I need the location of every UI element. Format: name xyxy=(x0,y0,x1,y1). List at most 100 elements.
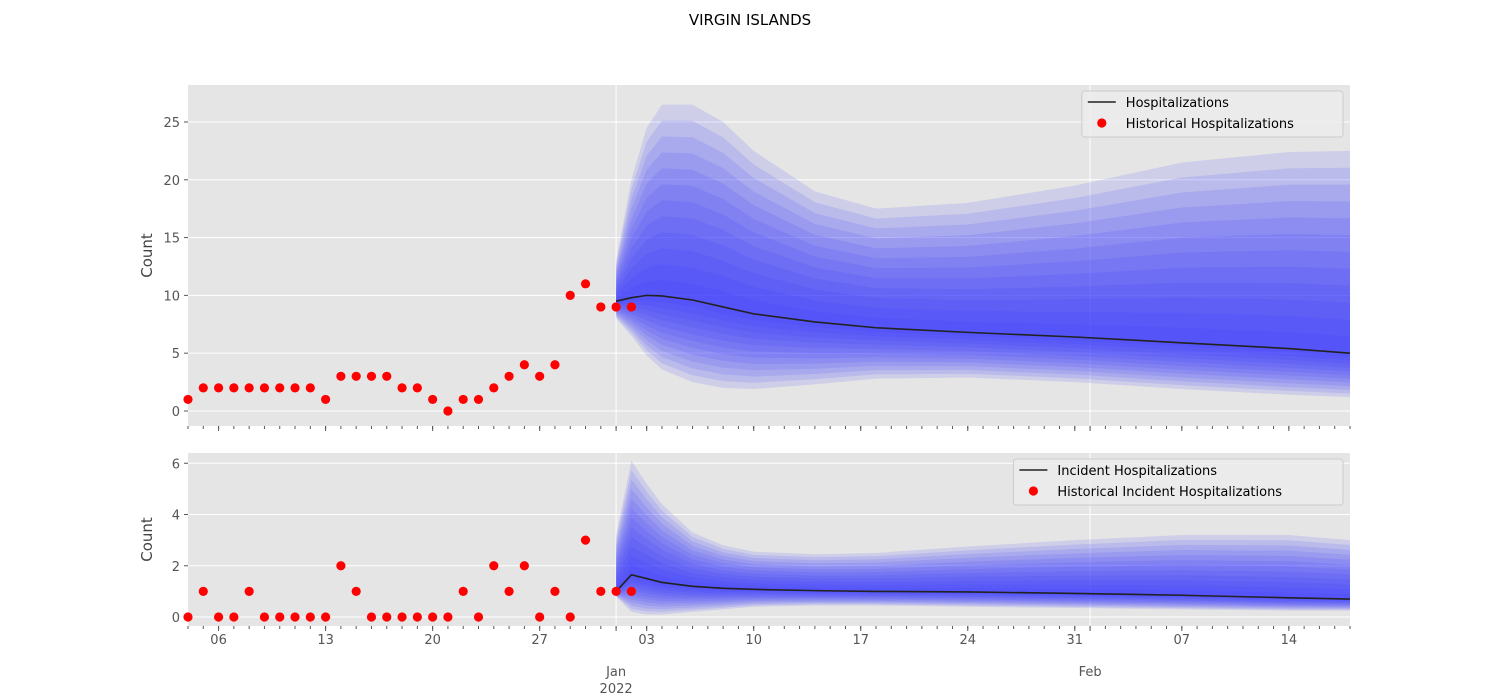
y-tick-label: 0 xyxy=(172,611,180,626)
observed-point xyxy=(473,394,484,405)
x-month-label: Feb xyxy=(1079,665,1102,680)
y-tick-label: 2 xyxy=(172,560,180,575)
forecast-band xyxy=(616,248,1350,365)
x-tick-label: 14 xyxy=(1281,633,1298,648)
figure-title: VIRGIN ISLANDS xyxy=(688,11,812,29)
observed-point xyxy=(443,612,453,622)
forecast-band xyxy=(616,120,1350,394)
y-tick-label: 6 xyxy=(172,457,180,472)
forecast-band xyxy=(616,136,1350,390)
y-tick-label: 20 xyxy=(163,174,180,189)
observed-point xyxy=(336,561,346,571)
forecast-band xyxy=(616,565,1350,601)
x-tick-label: 31 xyxy=(1067,633,1084,648)
forecast-band xyxy=(616,460,1350,615)
observed-point xyxy=(290,383,300,393)
observed-point xyxy=(535,371,545,381)
x-tick-label: 24 xyxy=(959,633,976,648)
legend-point-swatch xyxy=(1028,486,1038,496)
observed-point xyxy=(473,612,484,622)
observed-point xyxy=(259,383,270,393)
y-axis-label: Count xyxy=(138,517,156,562)
forecast-band xyxy=(616,280,1350,357)
x-year-label: 2022 xyxy=(600,682,633,697)
legend-point-swatch xyxy=(1097,118,1107,128)
median-line xyxy=(615,573,1351,600)
date-axis: 06 13 20 27 03 10 17 24 31 07 14 Jan 2022 Feb xyxy=(210,633,1297,697)
forecast-band xyxy=(616,479,1350,610)
observed-point xyxy=(183,612,193,622)
forecast-band xyxy=(616,527,1350,604)
x-tick-label: 10 xyxy=(745,633,762,648)
observed-point xyxy=(321,612,331,622)
observed-point xyxy=(535,612,545,622)
x-month-label: Jan xyxy=(605,665,626,680)
legend-label: Incident Hospitalizations xyxy=(1057,464,1217,479)
observed-point xyxy=(504,586,514,597)
observed-point xyxy=(611,586,621,597)
observed-point xyxy=(275,612,285,622)
forecast-band xyxy=(616,168,1350,383)
legend-box xyxy=(1012,458,1344,506)
legend-label: Hospitalizations xyxy=(1126,96,1229,111)
observed-point xyxy=(626,302,636,312)
observed-point xyxy=(275,383,285,393)
forecast-band xyxy=(616,232,1350,368)
observed-point xyxy=(244,383,254,393)
observed-point xyxy=(382,371,392,381)
y-tick-label: 5 xyxy=(172,347,180,362)
observed-point xyxy=(290,612,300,622)
observed-point xyxy=(305,383,315,393)
observed-point xyxy=(382,612,392,622)
observed-point xyxy=(458,586,468,597)
observed-point xyxy=(397,612,407,622)
observed-point xyxy=(489,561,499,571)
y-tick-label: 10 xyxy=(163,289,180,304)
observed-point xyxy=(336,371,346,381)
observed-point xyxy=(351,371,361,381)
observed-point xyxy=(626,586,636,597)
forecast-band xyxy=(616,517,1350,605)
observed-point xyxy=(458,394,468,405)
observed-point xyxy=(351,586,361,597)
observed-point xyxy=(366,612,377,622)
forecast-band xyxy=(616,264,1350,361)
legend-box xyxy=(1081,90,1344,138)
observed-point xyxy=(229,383,239,393)
hospitalizations-panel: 0 5 10 15 20 25 Count Hospitalizations Historica… xyxy=(138,85,1351,431)
observed-point xyxy=(366,371,377,381)
legend-label: Historical Hospitalizations xyxy=(1126,117,1294,132)
observed-point xyxy=(580,279,591,289)
y-axis-label: Count xyxy=(138,233,156,278)
observed-point xyxy=(489,383,499,393)
observed-point xyxy=(213,383,224,393)
observed-point xyxy=(504,371,514,381)
legend-label: Historical Incident Hospitalizations xyxy=(1057,485,1282,500)
forecast-band xyxy=(616,152,1350,387)
forecast-band xyxy=(616,184,1350,379)
observed-point xyxy=(183,394,193,405)
x-tick-label: 06 xyxy=(210,633,227,648)
x-tick-label: 03 xyxy=(638,633,655,648)
observed-point xyxy=(428,612,438,622)
observed-point xyxy=(519,360,529,370)
observed-point xyxy=(596,586,606,597)
y-tick-label: 4 xyxy=(172,509,180,524)
observed-point xyxy=(229,612,239,622)
observed-point xyxy=(550,586,560,597)
forecast-band xyxy=(616,104,1350,398)
observed-point xyxy=(198,586,208,597)
x-tick-label: 27 xyxy=(531,633,548,648)
x-tick-label: 20 xyxy=(424,633,441,648)
observed-point xyxy=(550,360,560,370)
observed-point xyxy=(321,394,331,405)
forecast-band xyxy=(616,508,1350,606)
median-line xyxy=(615,294,1351,354)
observed-point xyxy=(244,586,254,597)
observed-point xyxy=(565,612,575,622)
x-tick-label: 13 xyxy=(317,633,334,648)
observed-point xyxy=(198,383,208,393)
y-tick-label: 0 xyxy=(172,405,180,420)
observed-point xyxy=(596,302,606,312)
